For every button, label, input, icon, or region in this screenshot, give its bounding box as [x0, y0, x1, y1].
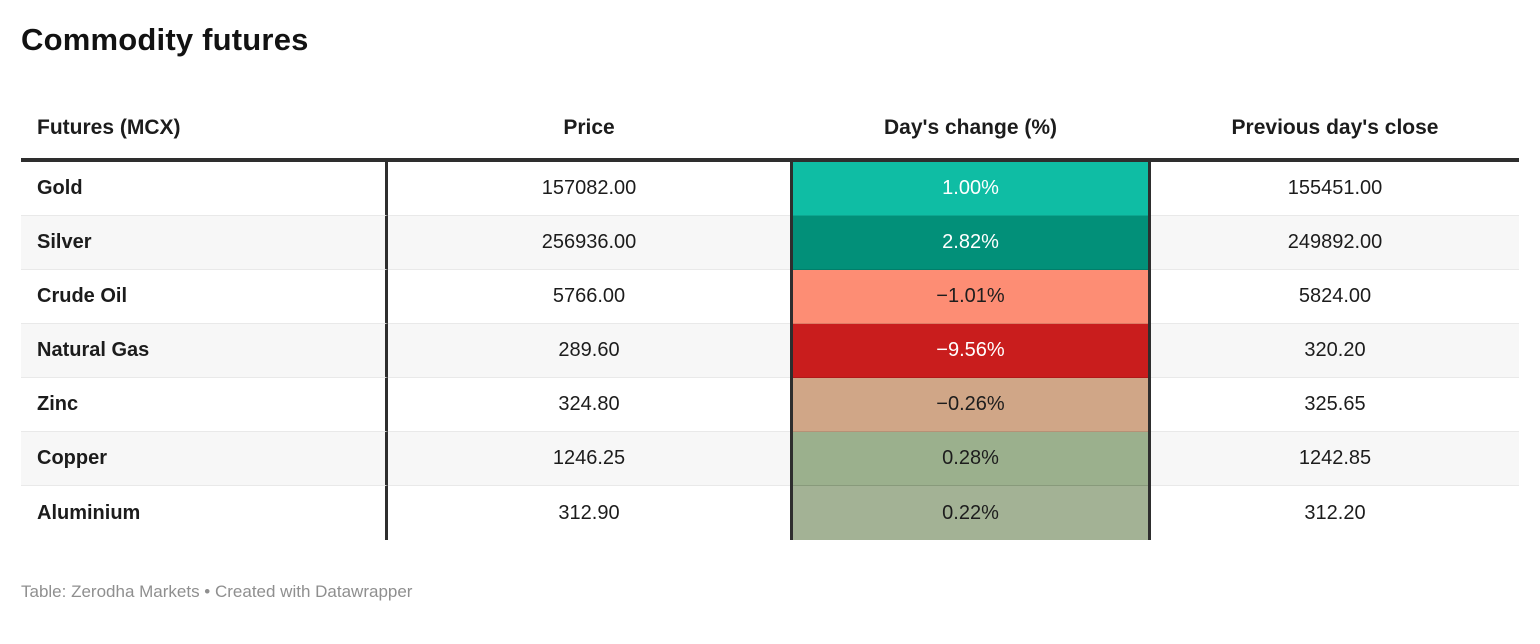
table-row: Gold 157082.00 1.00% 155451.00 [21, 162, 1519, 216]
column-header-days-change: Day's change (%) [883, 116, 1058, 139]
previous-close-cell: 325.65 [1151, 378, 1519, 432]
days-change-cell: 0.28% [790, 432, 1151, 486]
price-cell: 5766.00 [388, 270, 790, 324]
price-cell: 157082.00 [388, 162, 790, 216]
days-change-value: −9.56% [793, 324, 1148, 378]
days-change-value: 0.28% [793, 432, 1148, 486]
page-title: Commodity futures [21, 22, 309, 57]
days-change-cell: 1.00% [790, 162, 1151, 216]
days-change-cell: 0.22% [790, 486, 1151, 540]
days-change-cell: −1.01% [790, 270, 1151, 324]
source-attribution: Table: Zerodha Markets • Created with Da… [21, 582, 413, 601]
previous-close-cell: 312.20 [1304, 501, 1366, 524]
days-change-value: 0.22% [793, 486, 1148, 540]
days-change-value: 1.00% [793, 162, 1148, 216]
price-cell: 289.60 [388, 324, 790, 378]
previous-close-cell: 1242.85 [1151, 432, 1519, 486]
previous-close-cell: 5824.00 [1151, 270, 1519, 324]
days-change-cell: −0.26% [790, 378, 1151, 432]
futures-name-cell: Crude Oil [21, 270, 388, 324]
previous-close-cell: 155451.00 [1151, 162, 1519, 216]
commodity-futures-table-widget: Commodity futures Futures (MCX) Price Da… [21, 22, 1519, 601]
days-change-cell: 2.82% [790, 216, 1151, 270]
price-cell: 312.90 [558, 501, 620, 524]
days-change-value: −1.01% [793, 270, 1148, 324]
futures-name-cell: Aluminium [21, 486, 388, 540]
previous-close-cell: 320.20 [1151, 324, 1519, 378]
table-body: Gold 157082.00 1.00% 155451.00 Silver 25… [21, 162, 1519, 540]
table-row: Copper 1246.25 0.28% 1242.85 [21, 432, 1519, 486]
table-header-row: Futures (MCX) Price Day's change (%) Pre… [21, 98, 1519, 162]
futures-table: Futures (MCX) Price Day's change (%) Pre… [21, 98, 1519, 540]
futures-name-cell: Gold [21, 162, 388, 216]
futures-name-cell: Zinc [21, 378, 388, 432]
table-row: Aluminium 312.90 0.22% 312.20 [21, 486, 1519, 540]
futures-name-cell: Silver [21, 216, 388, 270]
price-cell: 324.80 [388, 378, 790, 432]
futures-name-cell: Copper [21, 432, 388, 486]
column-header-price: Price [563, 116, 615, 139]
column-header-previous-close: Previous day's close [1231, 116, 1439, 139]
futures-name-cell: Natural Gas [21, 324, 388, 378]
table-row: Silver 256936.00 2.82% 249892.00 [21, 216, 1519, 270]
table-row: Crude Oil 5766.00 −1.01% 5824.00 [21, 270, 1519, 324]
previous-close-cell: 249892.00 [1151, 216, 1519, 270]
days-change-value: 2.82% [793, 216, 1148, 270]
price-cell: 256936.00 [388, 216, 790, 270]
price-cell: 1246.25 [388, 432, 790, 486]
days-change-value: −0.26% [793, 378, 1148, 432]
column-header-futures: Futures (MCX) [37, 116, 181, 139]
table-row: Natural Gas 289.60 −9.56% 320.20 [21, 324, 1519, 378]
days-change-cell: −9.56% [790, 324, 1151, 378]
table-row: Zinc 324.80 −0.26% 325.65 [21, 378, 1519, 432]
